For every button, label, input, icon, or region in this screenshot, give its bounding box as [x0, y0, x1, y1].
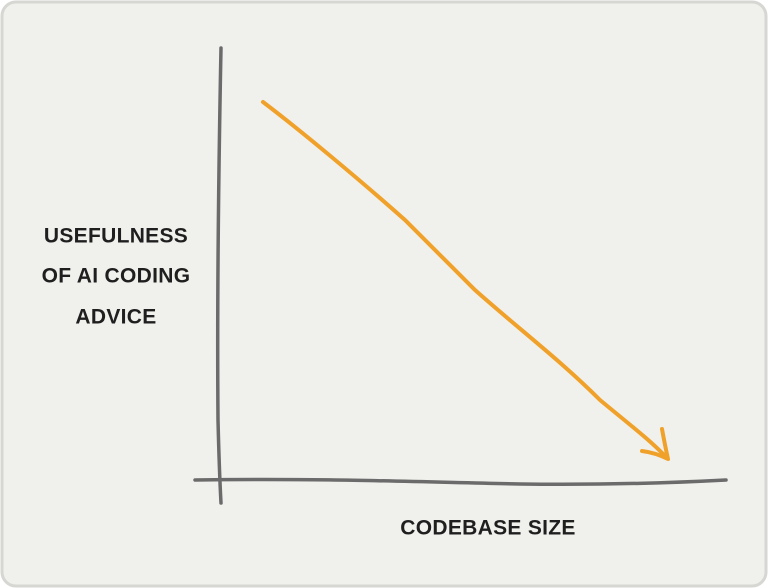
arrow-head: [640, 427, 670, 461]
x-axis-label: CODEBASE SIZE: [400, 517, 575, 540]
y-axis-label: ADVICE: [75, 306, 156, 329]
y-axis-label: USEFULNESS: [44, 225, 188, 248]
y-axis-label: OF AI CODING: [42, 265, 191, 288]
y-axis: [215, 46, 223, 505]
x-axis: [193, 477, 728, 487]
trend-arrow: [261, 100, 668, 459]
